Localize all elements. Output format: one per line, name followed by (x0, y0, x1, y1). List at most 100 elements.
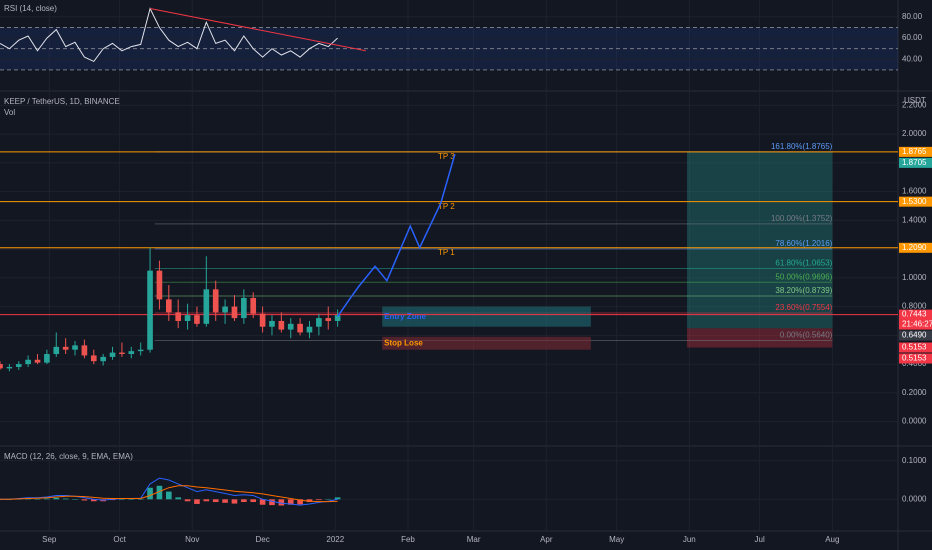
macd-histogram-bar (306, 499, 313, 503)
macd-histogram-bar (278, 499, 285, 506)
fib-label: 161.80%(1.8765) (771, 142, 833, 151)
x-tick-label: Mar (467, 535, 481, 544)
macd-histogram-bar (62, 498, 69, 500)
x-tick-label: May (609, 535, 624, 544)
price-tag-label: 0.7443 (902, 310, 927, 319)
target-label: TP 3 (438, 152, 455, 161)
candle-body (34, 359, 41, 363)
macd-histogram-bar (147, 487, 153, 500)
target-label: TP 2 (438, 202, 455, 211)
candle-body (325, 318, 332, 321)
signal-line (0, 485, 338, 503)
unit-label: USDT (904, 96, 926, 105)
candle-body (203, 289, 210, 324)
y-tick-label: 0.0000 (902, 494, 927, 503)
candle-body (0, 364, 3, 369)
panel-title: KEEP / TetherUS, 1D, BINANCE (4, 97, 120, 106)
y-tick-label: 0.2000 (902, 388, 927, 397)
price-tag-label: 1.5300 (902, 197, 927, 206)
macd-histogram-bar (297, 499, 303, 505)
panel-title: RSI (14, close) (4, 4, 57, 13)
candle-body (222, 306, 228, 313)
y-tick-label: 80.00 (902, 12, 923, 21)
candle-body (6, 366, 13, 369)
price-tag (899, 242, 932, 253)
macd-histogram-bar (128, 499, 135, 500)
candle-body (184, 315, 191, 321)
x-tick-label: Sep (42, 535, 57, 544)
macd-histogram-bar (231, 499, 238, 504)
macd-histogram-bar (72, 499, 78, 500)
candle-body (259, 313, 266, 327)
macd-histogram-bar (81, 499, 88, 501)
candle-body (287, 323, 294, 330)
candle-body (316, 318, 322, 327)
fib-label: 0.00%(0.5640) (780, 331, 833, 340)
macd-histogram-bar (259, 499, 266, 505)
projection-path (336, 153, 456, 318)
macd-line (0, 477, 338, 506)
zone-label: Entry Zone (384, 312, 426, 321)
macd-histogram-bar (222, 499, 228, 503)
price-tag-label: 1.8705 (902, 158, 927, 167)
macd-histogram-bar (34, 498, 41, 500)
macd-histogram-bar (250, 499, 257, 503)
candle-body (15, 364, 22, 367)
y-tick-label: 40.00 (902, 54, 923, 63)
price-tag-label: 1.2090 (902, 243, 927, 252)
macd-histogram-bar (119, 499, 125, 500)
fib-label: 78.60%(1.2016) (775, 239, 832, 248)
macd-histogram-bar (194, 499, 200, 504)
zone (382, 336, 591, 350)
candle-body (147, 270, 153, 350)
price-tag (899, 146, 932, 157)
macd-histogram-bar (53, 497, 60, 500)
price-tag (899, 330, 932, 341)
candle-body (137, 349, 144, 352)
candle-body (278, 320, 285, 330)
panel-subtitle: Vol (4, 108, 15, 117)
candle-body (25, 359, 31, 365)
candle-body (269, 320, 275, 327)
macd-histogram-bar (241, 499, 247, 503)
zone (382, 306, 591, 327)
candle-body (53, 346, 60, 355)
y-tick-label: 60.00 (902, 33, 923, 42)
price-tag (899, 342, 932, 353)
y-tick-label: 1.4000 (902, 215, 927, 224)
candle-body (212, 289, 219, 313)
trendline (149, 7, 366, 52)
price-tag (899, 157, 932, 168)
macd-histogram-bar (156, 485, 163, 500)
macd-histogram-bar (44, 498, 50, 500)
fib-label: 61.80%(1.0653) (775, 259, 832, 268)
target-zone (686, 151, 833, 329)
fib-label: 50.00%(0.9696) (775, 272, 832, 281)
candle-body (166, 299, 172, 313)
candle-body (306, 326, 313, 333)
y-tick-label: 0.8000 (902, 302, 927, 311)
fib-label: 100.00%(1.3752) (771, 214, 833, 223)
macd-histogram-bar (203, 499, 210, 502)
price-tag (899, 196, 932, 207)
macd-histogram-bar (287, 499, 294, 505)
macd-histogram-bar (137, 498, 144, 500)
candle-body (128, 351, 135, 355)
x-tick-label: Aug (825, 535, 839, 544)
candle-body (194, 315, 200, 324)
candle-body (119, 352, 125, 355)
candle-body (250, 297, 257, 314)
x-tick-label: 2022 (326, 535, 344, 544)
candle-body (156, 270, 163, 300)
x-tick-label: Dec (255, 535, 269, 544)
candle-body (241, 297, 247, 319)
price-tag (899, 353, 932, 364)
price-tag-label: 0.6490 (902, 331, 927, 340)
y-tick-label: 1.0000 (902, 273, 927, 282)
y-tick-label: 2.0000 (902, 129, 927, 138)
candle-body (72, 345, 78, 350)
macd-histogram-bar (269, 499, 275, 506)
price-tag-label: 0.5153 (902, 354, 927, 363)
x-tick-label: Nov (185, 535, 199, 544)
